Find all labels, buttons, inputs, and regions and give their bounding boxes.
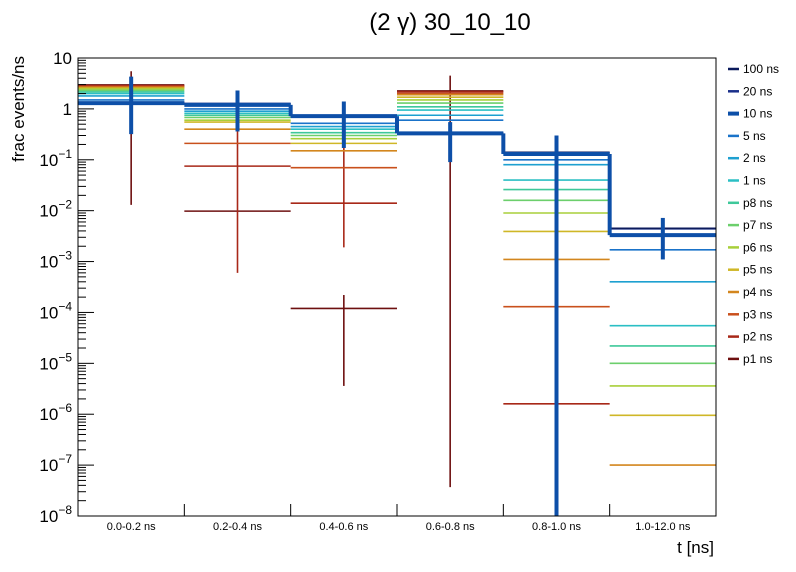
axes: 10−8 10−7 10−6 10−5 10−4 10−3 10−2 10−1 1 10 0.0-0…	[39, 49, 717, 533]
y-tick-label: 10−5	[39, 350, 72, 373]
legend-label: p2 ns	[743, 330, 772, 344]
y-tick-label: 10−6	[39, 401, 72, 424]
y-tick-label: 10−1	[39, 147, 72, 170]
x-tick-label: 0.6-0.8 ns	[426, 521, 475, 533]
legend-label: 100 ns	[743, 62, 779, 76]
legend-label: 2 ns	[743, 151, 766, 165]
legend-label: 1 ns	[743, 174, 766, 188]
x-axis-label: t [ns]	[677, 538, 714, 557]
legend-label: p5 ns	[743, 263, 772, 277]
y-tick-label: 10−8	[39, 503, 72, 526]
x-tick-label: 1.0-12.0 ns	[635, 521, 691, 533]
y-tick-label: 10−4	[39, 299, 72, 322]
y-tick-label: 10−3	[39, 249, 72, 272]
legend-label: p1 ns	[743, 352, 772, 366]
series-p5-ns	[78, 87, 716, 417]
legend-label: p8 ns	[743, 196, 772, 210]
legend-label: p3 ns	[743, 307, 772, 321]
x-tick-label: 0.0-0.2 ns	[107, 521, 156, 533]
legend-label: 10 ns	[743, 107, 772, 121]
y-tick-label: 1	[63, 100, 72, 119]
y-tick-label: 10	[53, 49, 72, 68]
legend-label: 5 ns	[743, 129, 766, 143]
plot-area	[78, 71, 716, 516]
legend-label: p4 ns	[743, 285, 772, 299]
x-tick-label: 0.4-0.6 ns	[319, 521, 368, 533]
y-tick-label: 10−2	[39, 198, 72, 221]
legend-label: p7 ns	[743, 218, 772, 232]
series-10-ns	[78, 76, 716, 516]
y-axis-label: frac events/ns	[9, 56, 28, 162]
legend: 100 ns 20 ns 10 ns 5 ns 2 ns 1 ns p8 ns p7 ns p6…	[728, 62, 779, 366]
chart-title: (2 γ) 30_10_10	[369, 9, 530, 36]
legend-label: p6 ns	[743, 240, 772, 254]
x-tick-label: 0.8-1.0 ns	[532, 521, 581, 533]
y-tick-label: 10−7	[39, 452, 72, 475]
legend-label: 20 ns	[743, 84, 772, 98]
x-tick-label: 0.2-0.4 ns	[213, 521, 262, 533]
series-p4-ns	[78, 86, 716, 466]
